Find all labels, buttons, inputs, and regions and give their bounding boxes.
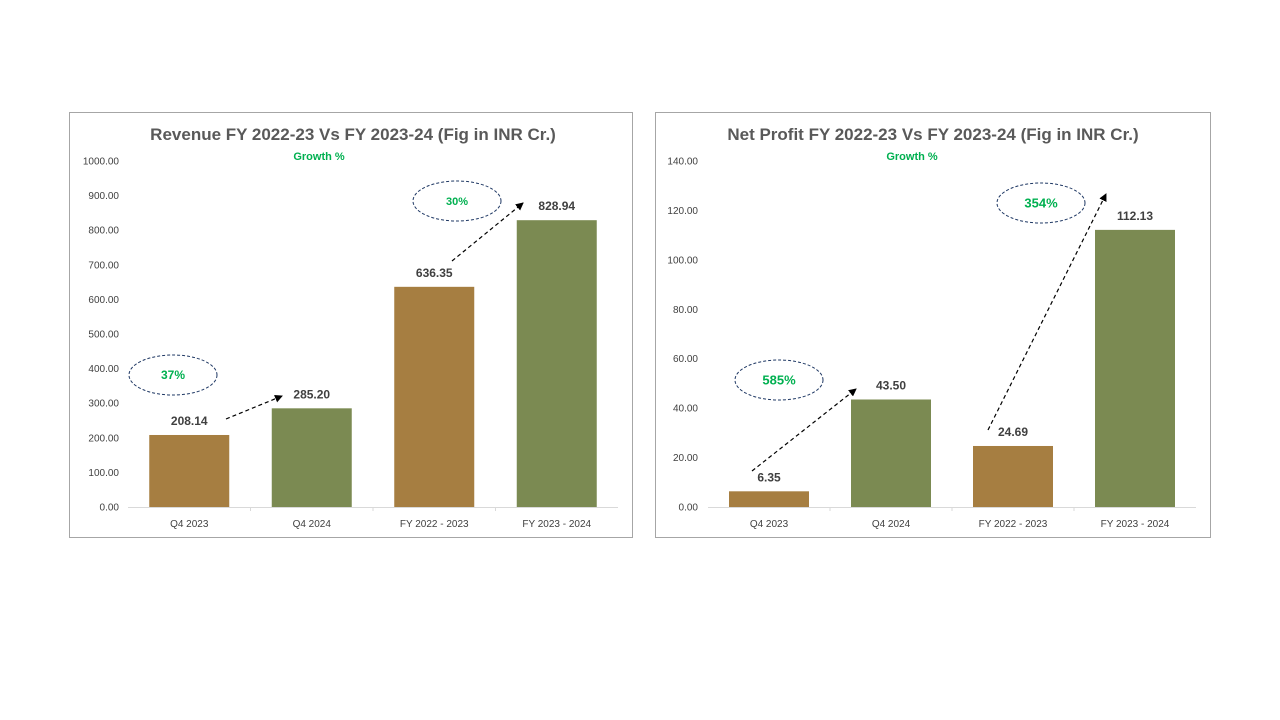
y-tick-label: 100.00 — [88, 468, 119, 479]
data-label: 6.35 — [757, 470, 781, 484]
y-tick-label: 20.00 — [673, 453, 698, 464]
growth-arrow — [751, 388, 857, 472]
growth-ellipse — [412, 180, 502, 222]
data-label: 43.50 — [876, 378, 906, 392]
revenue-chart-panel: Revenue FY 2022-23 Vs FY 2023-24 (Fig in… — [69, 112, 633, 538]
x-tick-label: Q4 2024 — [293, 519, 332, 530]
y-tick-label: 120.00 — [667, 206, 698, 217]
x-tick-label: Q4 2023 — [170, 519, 209, 530]
bar — [851, 399, 931, 507]
chart-title: Net Profit FY 2022-23 Vs FY 2023-24 (Fig… — [727, 125, 1138, 144]
bar — [149, 434, 230, 507]
y-tick-label: 900.00 — [88, 191, 119, 202]
x-tick-label: FY 2022 - 2023 — [400, 519, 469, 530]
y-tick-label: 140.00 — [667, 157, 698, 168]
growth-label: 585% — [762, 373, 796, 388]
x-tick-label: Q4 2023 — [750, 519, 789, 530]
net-profit-chart: Net Profit FY 2022-23 Vs FY 2023-24 (Fig… — [667, 125, 1196, 530]
y-tick-label: 1000.00 — [83, 157, 120, 168]
y-tick-label: 80.00 — [673, 305, 698, 316]
chart-title: Revenue FY 2022-23 Vs FY 2023-24 (Fig in… — [150, 125, 556, 144]
revenue-chart: Revenue FY 2022-23 Vs FY 2023-24 (Fig in… — [83, 125, 618, 530]
y-tick-label: 100.00 — [667, 255, 698, 266]
data-label: 112.13 — [1117, 209, 1153, 223]
growth-ellipse — [128, 354, 218, 396]
bar — [1095, 229, 1175, 507]
y-tick-label: 500.00 — [88, 330, 119, 341]
data-label: 636.35 — [416, 266, 453, 280]
growth-label: 37% — [161, 368, 185, 382]
bar — [516, 220, 597, 507]
data-label: 828.94 — [538, 199, 575, 213]
data-label: 24.69 — [998, 425, 1028, 439]
bar — [271, 408, 352, 507]
y-tick-label: 200.00 — [88, 433, 119, 444]
growth-arrow — [987, 193, 1107, 431]
y-tick-label: 800.00 — [88, 226, 119, 237]
growth-label: 354% — [1024, 196, 1058, 211]
growth-ellipse — [734, 359, 824, 401]
y-tick-label: 600.00 — [88, 295, 119, 306]
y-tick-label: 60.00 — [673, 354, 698, 365]
bar — [394, 286, 475, 507]
x-tick-label: FY 2023 - 2024 — [1101, 519, 1170, 530]
data-label: 285.20 — [293, 387, 330, 401]
data-label: 208.14 — [171, 414, 208, 428]
y-tick-label: 0.00 — [100, 503, 120, 514]
chart-subtitle: Growth % — [293, 151, 345, 163]
y-tick-label: 0.00 — [679, 503, 699, 514]
bar — [973, 445, 1053, 507]
growth-ellipse — [996, 182, 1086, 224]
growth-arrow — [451, 202, 524, 262]
growth-arrow — [225, 394, 283, 420]
x-tick-label: FY 2023 - 2024 — [522, 519, 591, 530]
y-tick-label: 400.00 — [88, 364, 119, 375]
net-profit-chart-panel: Net Profit FY 2022-23 Vs FY 2023-24 (Fig… — [655, 112, 1211, 538]
y-tick-label: 700.00 — [88, 260, 119, 271]
y-tick-label: 300.00 — [88, 399, 119, 410]
x-tick-label: Q4 2024 — [872, 519, 911, 530]
bar — [729, 491, 809, 507]
chart-subtitle: Growth % — [886, 151, 938, 163]
x-tick-label: FY 2022 - 2023 — [979, 519, 1048, 530]
growth-label: 30% — [446, 196, 468, 208]
y-tick-label: 40.00 — [673, 404, 698, 415]
